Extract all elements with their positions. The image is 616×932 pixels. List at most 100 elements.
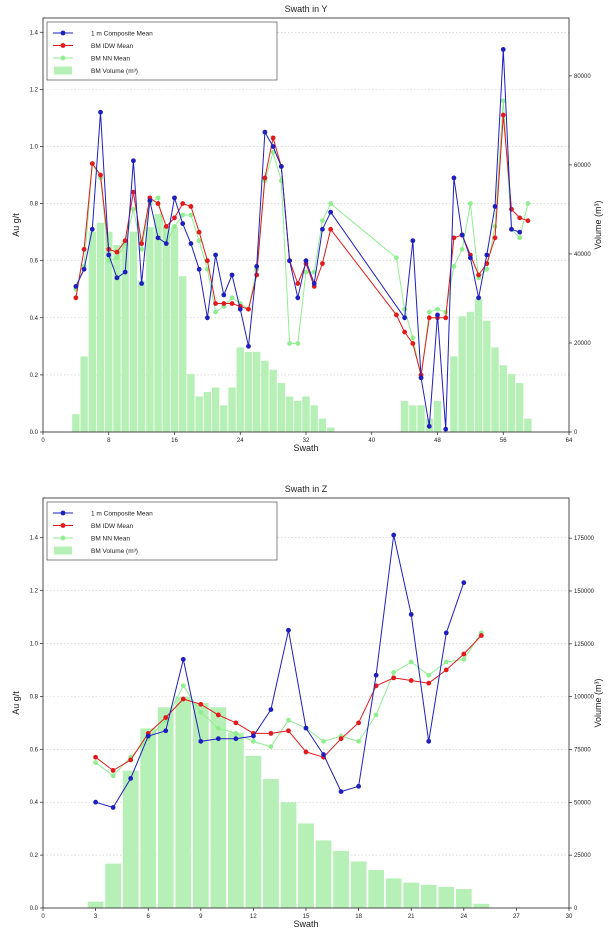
volume-bar <box>140 728 157 908</box>
composite-point <box>408 611 414 617</box>
y-tick-label: 0.6 <box>30 747 39 753</box>
x-tick-label: 32 <box>303 438 310 444</box>
idw-point <box>81 246 87 252</box>
legend-marker-swatch <box>60 523 66 528</box>
volume-bar <box>433 400 442 432</box>
volume-bar <box>368 869 385 908</box>
nn-point <box>268 744 274 750</box>
composite-point <box>262 129 268 135</box>
composite-point <box>229 272 235 278</box>
legend-label: BM Volume (m³) <box>91 548 138 555</box>
nn-point <box>525 201 531 206</box>
composite-point <box>188 241 194 246</box>
y2-axis-label: Volume (m³) <box>593 200 603 249</box>
y-tick-label: 1.4 <box>30 30 39 36</box>
legend-marker-swatch <box>60 535 66 541</box>
y2-tick-label: 0 <box>574 906 578 912</box>
nn-point <box>114 255 120 261</box>
idw-point <box>139 241 145 246</box>
volume-bar <box>420 884 437 908</box>
nn-point <box>410 335 416 341</box>
volume-bar <box>474 298 483 432</box>
idw-point <box>180 696 186 702</box>
composite-point <box>443 426 449 432</box>
idw-point <box>492 235 498 241</box>
composite-point <box>435 312 440 318</box>
volume-bar <box>187 374 195 432</box>
y2-tick-label: 175000 <box>574 536 595 542</box>
composite-point <box>93 799 98 805</box>
idw-point <box>328 226 334 232</box>
volume-bar <box>105 231 113 432</box>
composite-point <box>320 226 325 232</box>
nn-point <box>233 731 239 736</box>
composite-point <box>286 627 291 633</box>
y2-tick-label: 40000 <box>574 252 591 258</box>
composite-point <box>443 630 449 636</box>
idw-point <box>155 201 161 206</box>
legend-label: BM NN Mean <box>91 55 130 62</box>
composite-point <box>287 258 292 264</box>
idw-point <box>73 295 79 301</box>
volume-bar <box>458 316 466 432</box>
composite-point <box>459 232 465 238</box>
volume-bar <box>80 356 88 432</box>
idw-point <box>204 258 210 264</box>
x-tick-label: 48 <box>434 438 441 444</box>
composite-point <box>402 315 408 321</box>
idw-point <box>295 281 301 286</box>
composite-point <box>233 736 239 742</box>
x-tick-label: 6 <box>147 914 151 920</box>
volume-bar <box>154 213 162 432</box>
composite-point <box>268 707 274 713</box>
idw-point <box>268 731 274 736</box>
nn-point <box>321 738 326 744</box>
composite-point <box>426 423 432 429</box>
composite-point <box>180 656 186 662</box>
idw-point <box>246 306 251 312</box>
legend-label: 1 m Composite Mean <box>91 510 153 517</box>
composite-point <box>461 580 467 586</box>
nn-point <box>270 149 276 155</box>
idw-point <box>188 204 194 209</box>
volume-bar <box>261 360 269 432</box>
volume-bar <box>146 227 154 432</box>
volume-bar <box>210 707 227 908</box>
composite-point <box>128 775 134 781</box>
y-tick-label: 1.2 <box>30 87 39 93</box>
y-tick-label: 1.0 <box>30 641 39 647</box>
legend-label: 1 m Composite Mean <box>91 30 153 37</box>
volume-bar <box>170 227 179 432</box>
legend-box <box>46 21 278 81</box>
composite-point <box>517 229 523 235</box>
nn-point <box>451 264 457 269</box>
composite-point <box>484 252 490 258</box>
composite-point <box>295 295 301 301</box>
nn-point <box>394 255 399 261</box>
x-tick-label: 64 <box>566 438 573 444</box>
volume-bar <box>473 903 490 908</box>
idw-point <box>509 206 514 212</box>
idw-point <box>198 701 204 707</box>
idw-point <box>114 249 120 255</box>
nn-point <box>110 773 116 779</box>
x-axis-label: Swath <box>293 443 318 453</box>
y-axis-label: Au g/t <box>11 213 21 237</box>
idw-point <box>221 301 227 306</box>
composite-point <box>303 725 309 731</box>
legend-box <box>46 501 278 561</box>
x-tick-label: 24 <box>460 914 467 920</box>
volume-bar <box>507 374 516 432</box>
x-tick-label: 27 <box>513 914 520 920</box>
composite-point <box>476 295 481 301</box>
y2-tick-label: 75000 <box>574 747 591 753</box>
volume-bar <box>245 755 262 908</box>
y-tick-label: 0.6 <box>30 259 39 265</box>
composite-point <box>254 264 260 269</box>
nn-point <box>188 212 194 218</box>
volume-bar <box>310 405 318 432</box>
idw-point <box>426 315 432 321</box>
composite-series-line <box>95 534 465 808</box>
legend-marker-swatch <box>60 510 66 516</box>
idw-point <box>213 301 218 306</box>
